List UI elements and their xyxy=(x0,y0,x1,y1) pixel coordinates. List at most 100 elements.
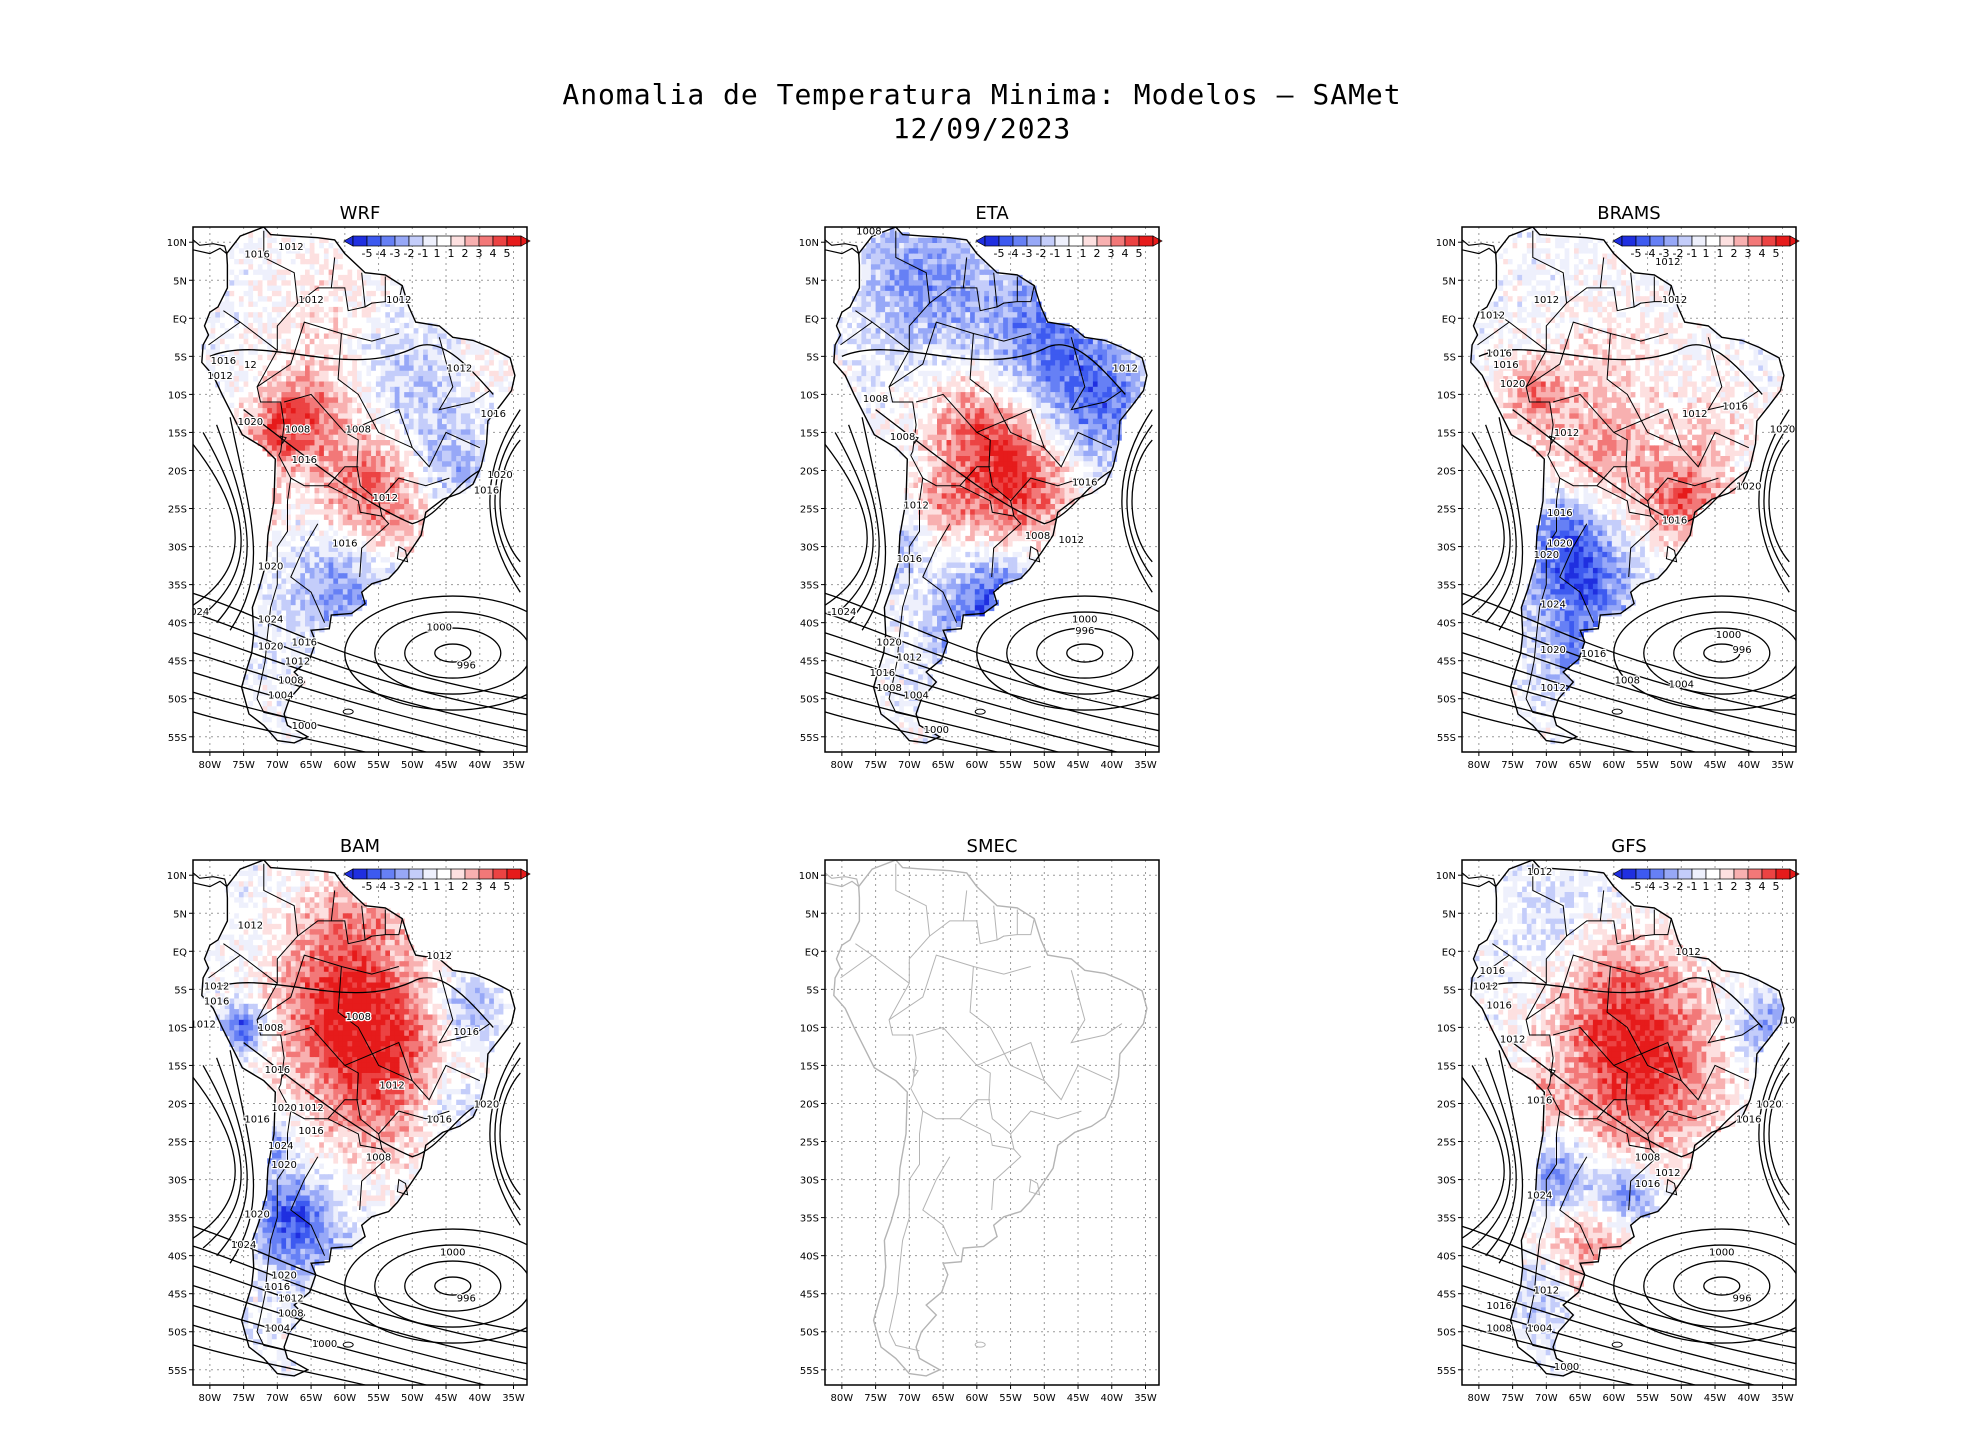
isobar-label: 1016 xyxy=(897,554,922,565)
isobar-label: 1016 xyxy=(1480,966,1505,977)
y-tick-label: 35S xyxy=(1437,1214,1456,1225)
country-border xyxy=(1566,257,1605,304)
colorbar-bin xyxy=(1705,235,1721,247)
isobar-contours xyxy=(825,344,1159,752)
isobar-label: 1008 xyxy=(278,676,303,687)
x-tick-label: 35W xyxy=(1771,760,1794,771)
colorbar-label: -4 xyxy=(376,880,387,893)
y-tick-label: 10S xyxy=(1437,390,1456,401)
colorbar-label: 1 xyxy=(1717,247,1724,260)
isobar-label: 1016 xyxy=(1072,478,1097,489)
colorbar-label: 2 xyxy=(462,880,469,893)
isobar-label: 1012 xyxy=(278,242,303,253)
x-tick-label: 80W xyxy=(1468,760,1491,771)
isobar-contours xyxy=(1462,344,1796,752)
y-tick-label: 45S xyxy=(800,657,819,668)
colorbar-label: -2 xyxy=(404,880,415,893)
y-tick-label: 5S xyxy=(1443,985,1456,996)
isobar-label: 1012 xyxy=(1554,428,1579,439)
y-tick-label: 25S xyxy=(168,505,187,516)
coastline xyxy=(201,227,516,744)
y-tick-label: 10N xyxy=(167,871,187,882)
colorbar-bin xyxy=(408,235,424,247)
isobar-label: 1016 xyxy=(204,997,229,1008)
isobar-label: 1012 xyxy=(190,1019,215,1030)
x-tick-label: 40W xyxy=(1737,1393,1760,1404)
colorbar-bin xyxy=(436,868,452,880)
lake xyxy=(1548,435,1556,445)
colorbar-label: -3 xyxy=(390,880,401,893)
isobar-label: 1008 xyxy=(890,432,915,443)
y-tick-label: 20S xyxy=(800,466,819,477)
colorbar-bin xyxy=(422,868,438,880)
y-tick-label: 55S xyxy=(168,733,187,744)
x-tick-label: 60W xyxy=(966,1393,989,1404)
isobar-label: 1008 xyxy=(366,1153,391,1164)
coastline xyxy=(833,860,1148,1377)
country-border xyxy=(1606,965,1682,1082)
isobar-label: 1012 xyxy=(298,295,323,306)
y-tick-label: EQ xyxy=(1442,314,1456,325)
x-tick-label: 50W xyxy=(1670,1393,1693,1404)
island xyxy=(342,708,354,715)
colorbar-bin xyxy=(394,235,410,247)
y-tick-label: 5S xyxy=(1443,352,1456,363)
colorbar-bin xyxy=(492,235,508,247)
x-tick-label: 55W xyxy=(1636,760,1659,771)
colorbar-bin xyxy=(1677,868,1693,880)
colorbar: -5 -4 -3 -2 -1 1 1 2 3 4 5 xyxy=(1612,868,1800,893)
colorbar-label: -1 xyxy=(1050,247,1061,260)
isobar-label: 1016 xyxy=(427,1115,452,1126)
colorbar-label: 3 xyxy=(1745,247,1752,260)
country-border xyxy=(1525,863,1568,1089)
x-tick-label: 65W xyxy=(300,1393,323,1404)
y-tick-label: 20S xyxy=(168,466,187,477)
x-tick-label: 65W xyxy=(1569,760,1592,771)
x-tick-label: 75W xyxy=(232,760,255,771)
colorbar-bin xyxy=(1124,235,1140,247)
lake xyxy=(1028,1178,1041,1196)
y-tick-label: 20S xyxy=(168,1099,187,1110)
colorbar-label: 1 xyxy=(1080,247,1087,260)
country-border xyxy=(327,485,382,517)
isobar-label: 1012 xyxy=(903,501,928,512)
x-tick-label: 75W xyxy=(232,1393,255,1404)
isobar-label: 1020 xyxy=(1770,424,1795,435)
y-tick-label: 5N xyxy=(1442,276,1456,287)
isobar-label: 1012 xyxy=(207,371,232,382)
y-tick-label: 55S xyxy=(800,733,819,744)
colorbar-bin xyxy=(1663,868,1679,880)
colorbar-bin xyxy=(464,868,480,880)
x-tick-label: 45W xyxy=(1067,1393,1090,1404)
y-tick-label: 15S xyxy=(800,1061,819,1072)
isobar-label: 1000 xyxy=(924,725,949,736)
y-tick-label: 20S xyxy=(1437,466,1456,477)
colorbar-label: -4 xyxy=(1645,247,1656,260)
isobar-label: 1016 xyxy=(454,1027,479,1038)
colorbar-label: 2 xyxy=(1731,880,1738,893)
y-tick-label: 10S xyxy=(800,1023,819,1034)
isobar-label: 1020 xyxy=(1756,1099,1781,1110)
isobar-label: 1020 xyxy=(238,417,263,428)
country-border xyxy=(256,1111,292,1352)
isobar-label: 1012 xyxy=(238,920,263,931)
panel-title: BRAMS xyxy=(1597,203,1660,224)
colorbar-label: 5 xyxy=(504,247,511,260)
colorbar-label: 4 xyxy=(490,247,497,260)
lake xyxy=(1548,1068,1556,1078)
colorbar-bin xyxy=(450,868,466,880)
y-tick-label: 25S xyxy=(1437,1138,1456,1149)
y-tick-label: 40S xyxy=(1437,1252,1456,1263)
lake xyxy=(1028,545,1041,563)
y-tick-label: 55S xyxy=(800,1366,819,1377)
colorbar-label: 1 xyxy=(1703,247,1710,260)
colorbar-label: 2 xyxy=(1094,247,1101,260)
colorbar-bin xyxy=(366,235,382,247)
x-tick-label: 40W xyxy=(1100,1393,1123,1404)
colorbar-bin xyxy=(394,868,410,880)
isobar-label: 1016 xyxy=(292,637,317,648)
colorbar-label: -2 xyxy=(1673,880,1684,893)
x-tick-label: 65W xyxy=(1569,1393,1592,1404)
country-border xyxy=(976,1041,1113,1101)
